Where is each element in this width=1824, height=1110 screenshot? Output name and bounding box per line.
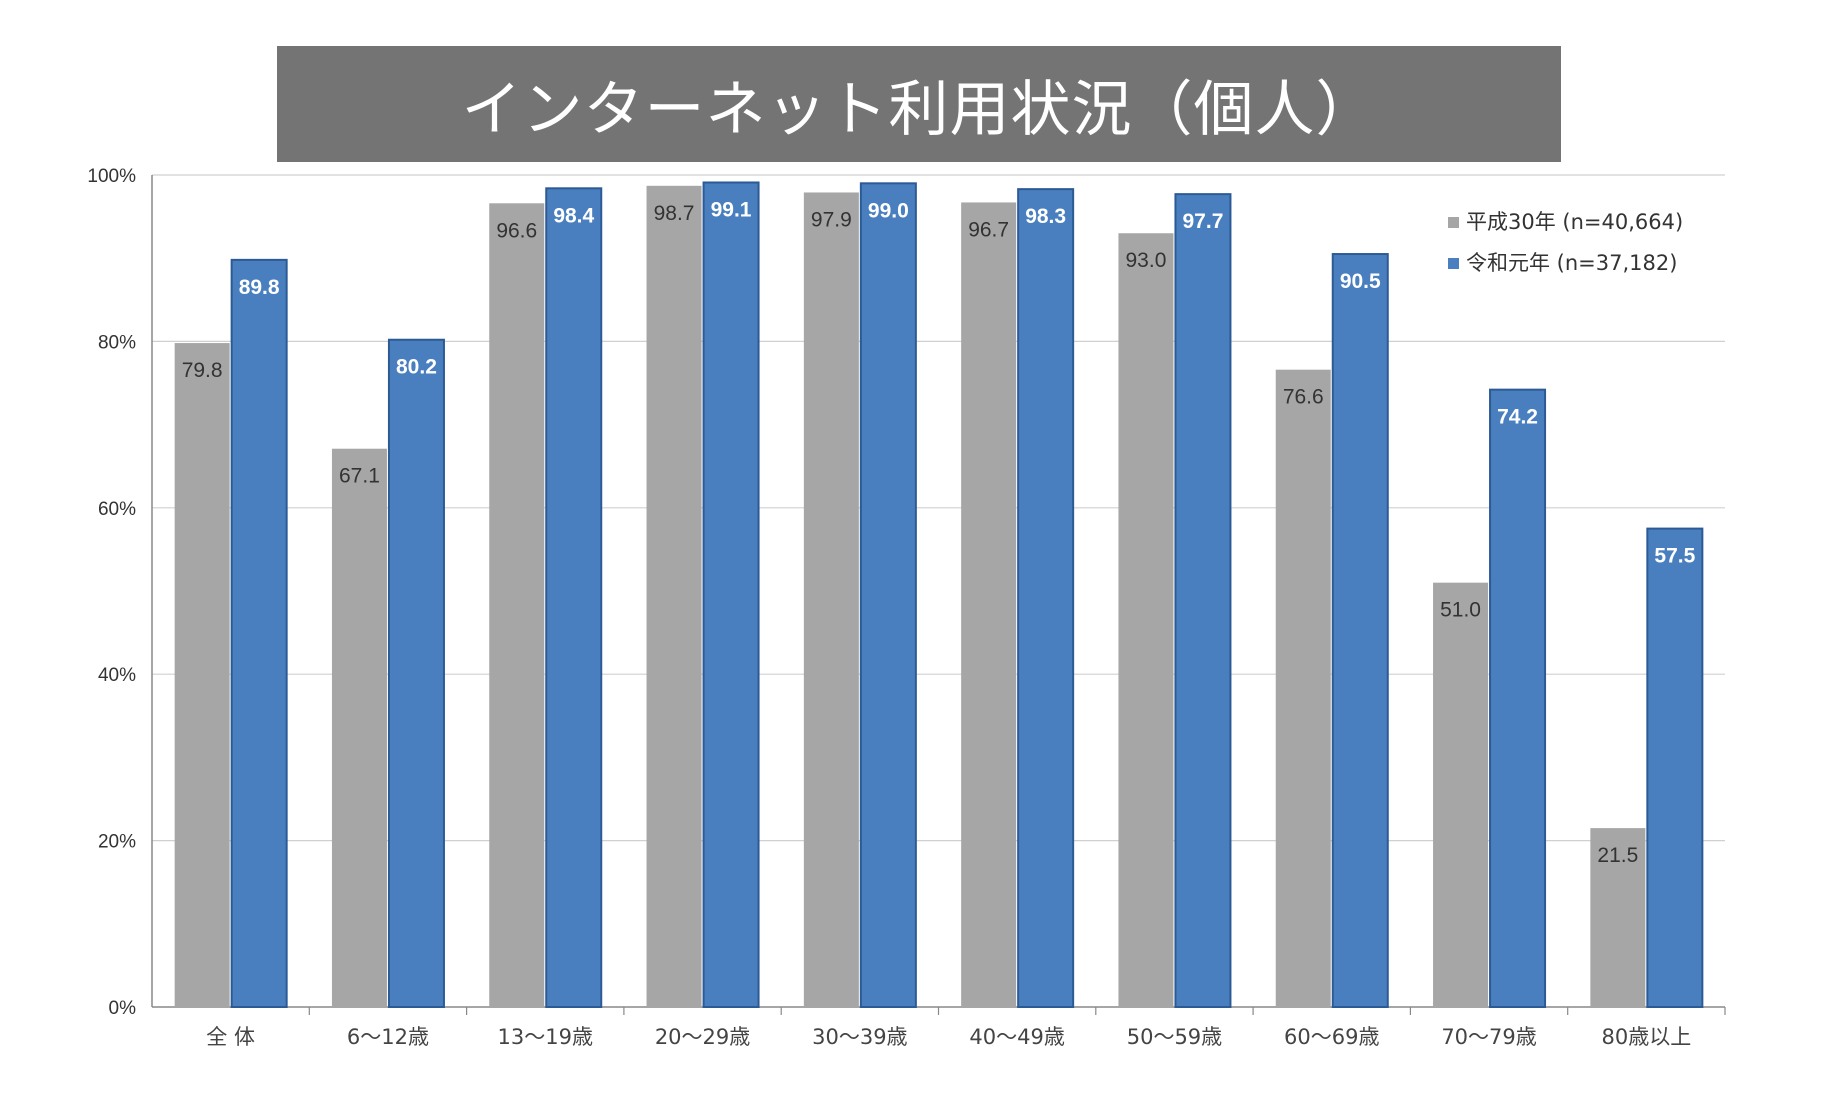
y-tick-label: 40% xyxy=(98,665,136,686)
data-label: 67.1 xyxy=(339,465,380,488)
x-category-label: 13～19歳 xyxy=(498,1025,593,1049)
data-label: 89.8 xyxy=(239,276,280,299)
data-label: 99.1 xyxy=(711,198,752,221)
x-category-label: 60～69歳 xyxy=(1284,1025,1379,1049)
data-label: 80.2 xyxy=(396,356,437,379)
data-label: 98.7 xyxy=(654,202,695,225)
x-category-label: 70～79歳 xyxy=(1441,1025,1536,1049)
bar-h30 xyxy=(1590,828,1646,1007)
bar-r1 xyxy=(702,181,760,1009)
x-category-label: 40～49歳 xyxy=(969,1025,1064,1049)
data-label: 98.3 xyxy=(1025,205,1066,228)
legend-entry: 平成30年 (n=40,664) xyxy=(1466,210,1683,234)
y-tick-label: 20% xyxy=(98,832,136,853)
bar-h30 xyxy=(489,203,545,1008)
bar-h30 xyxy=(803,192,859,1008)
chart-title-banner: インターネット利用状況（個人） xyxy=(277,46,1561,162)
legend-entry: 令和元年 (n=37,182) xyxy=(1466,251,1677,275)
data-label: 98.4 xyxy=(553,204,594,227)
bar-r1 xyxy=(545,187,603,1008)
x-category-label: 20～29歳 xyxy=(655,1025,750,1049)
bar-r1 xyxy=(1331,253,1389,1009)
x-category-label: 50～59歳 xyxy=(1127,1025,1222,1049)
data-label: 51.0 xyxy=(1440,599,1481,622)
bar-r1 xyxy=(1646,527,1704,1008)
bar-h30 xyxy=(331,448,387,1007)
data-label: 93.0 xyxy=(1126,249,1167,272)
y-tick-label: 100% xyxy=(87,166,136,187)
data-label: 96.6 xyxy=(496,219,537,242)
data-label: 99.0 xyxy=(868,199,909,222)
data-label: 21.5 xyxy=(1597,844,1638,867)
data-label: 97.7 xyxy=(1183,210,1224,233)
y-tick-label: 0% xyxy=(109,998,137,1019)
bar-r1 xyxy=(1489,388,1547,1008)
data-label: 74.2 xyxy=(1497,406,1538,429)
y-tick-label: 80% xyxy=(98,332,136,353)
bar-h30 xyxy=(961,202,1017,1007)
data-label: 76.6 xyxy=(1283,386,1324,409)
x-category-label: 6～12歳 xyxy=(347,1025,429,1049)
bar-r1 xyxy=(1174,193,1232,1009)
data-label: 97.9 xyxy=(811,208,852,231)
data-label: 57.5 xyxy=(1654,545,1695,568)
bar-r1 xyxy=(1017,188,1075,1009)
y-tick-label: 60% xyxy=(98,499,136,520)
x-category-label: 80歳以上 xyxy=(1601,1025,1691,1049)
bar-h30 xyxy=(174,343,230,1008)
legend-swatch xyxy=(1448,217,1459,228)
bar-r1 xyxy=(859,182,917,1008)
legend-swatch xyxy=(1448,258,1459,269)
data-label: 96.7 xyxy=(968,218,1009,241)
x-category-label: 全 体 xyxy=(206,1025,255,1049)
data-label: 90.5 xyxy=(1340,270,1381,293)
bar-h30 xyxy=(1433,582,1489,1007)
bar-r1 xyxy=(387,338,445,1008)
chart-title: インターネット利用状況（個人） xyxy=(461,74,1377,145)
x-category-label: 30～39歳 xyxy=(812,1025,907,1049)
data-label: 79.8 xyxy=(182,359,223,382)
bar-h30 xyxy=(1118,233,1174,1008)
bar-h30 xyxy=(1275,369,1331,1007)
bar-h30 xyxy=(646,185,702,1008)
bar-r1 xyxy=(230,258,288,1008)
